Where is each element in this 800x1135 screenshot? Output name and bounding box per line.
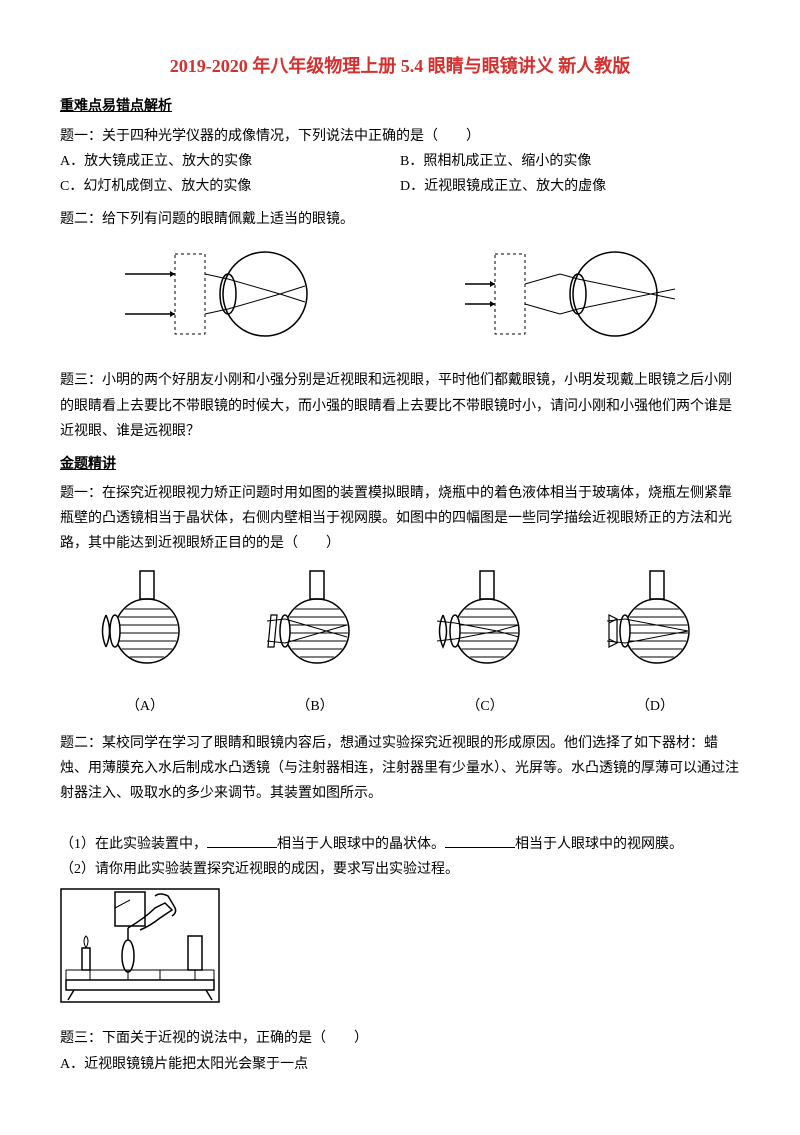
section1-header: 重难点易错点解析: [60, 94, 740, 119]
s2-q2-p1: （1）在此实验装置中， 相当于人眼球中的晶状体。 相当于人眼球中的视网膜。: [60, 832, 740, 857]
blank-1[interactable]: [207, 833, 277, 848]
eye-diagrams: [60, 244, 740, 344]
experiment-diagram: [60, 888, 220, 1003]
q1: 题一：关于四种光学仪器的成像情况，下列说法中正确的是（ ） A．放大镜成正立、放…: [60, 124, 740, 200]
flask-d-label: （D）: [595, 694, 715, 719]
q2-stem: 题二：给下列有问题的眼睛佩戴上适当的眼镜。: [60, 207, 740, 232]
flask-d-svg: [605, 569, 705, 679]
flask-a-svg: [95, 569, 195, 679]
eye-diagram-myopia: [120, 244, 340, 344]
flask-b-svg: [265, 569, 365, 679]
q1-optB: B．照相机成正立、缩小的实像: [400, 149, 740, 174]
flask-a: （A）: [85, 569, 205, 719]
q1-options: A．放大镜成正立、放大的实像 B．照相机成正立、缩小的实像 C．幻灯机成倒立、放…: [60, 149, 740, 199]
flask-c-label: （C）: [425, 694, 545, 719]
s2-q2-stem: 题二：某校同学在学习了眼睛和眼镜内容后，想通过实验探究近视眼的形成原因。他们选择…: [60, 731, 740, 807]
eye-diagram-hyperopia: [460, 244, 680, 344]
s2-q3-stem: 题三：下面关于近视的说法中，正确的是（ ）: [60, 1026, 740, 1051]
flask-b-label: （B）: [255, 694, 375, 719]
s2-q2-p1a: （1）在此实验装置中，: [60, 837, 207, 852]
s2-q3: 题三：下面关于近视的说法中，正确的是（ ） A．近视眼镜镜片能把太阳光会聚于一点: [60, 1026, 740, 1076]
flask-d: （D）: [595, 569, 715, 719]
q1-optD: D．近视眼镜成正立、放大的虚像: [400, 174, 740, 199]
q2: 题二：给下列有问题的眼睛佩戴上适当的眼镜。: [60, 207, 740, 344]
s2-q2: 题二：某校同学在学习了眼睛和眼镜内容后，想通过实验探究近视眼的形成原因。他们选择…: [60, 731, 740, 1018]
q3-stem: 题三：小明的两个好朋友小刚和小强分别是近视眼和远视眼，平时他们都戴眼镜，小明发现…: [60, 368, 740, 444]
s2-q2-p1c: 相当于人眼球中的视网膜。: [515, 837, 683, 852]
s2-q2-p2: （2）请你用此实验装置探究近视眼的成因，要求写出实验过程。: [60, 857, 740, 882]
s2-q3-optA: A．近视眼镜镜片能把太阳光会聚于一点: [60, 1052, 740, 1077]
blank-2[interactable]: [445, 833, 515, 848]
flask-c-svg: [435, 569, 535, 679]
q1-optC: C．幻灯机成倒立、放大的实像: [60, 174, 400, 199]
flask-diagrams: （A） （B）: [60, 569, 740, 719]
flask-b: （B）: [255, 569, 375, 719]
s2-q1-stem: 题一：在探究近视眼视力矫正问题时用如图的装置模拟眼睛，烧瓶中的着色液体相当于玻璃…: [60, 481, 740, 557]
page-title: 2019-2020 年八年级物理上册 5.4 眼睛与眼镜讲义 新人教版: [60, 50, 740, 82]
s2-q2-p1b: 相当于人眼球中的晶状体。: [277, 837, 445, 852]
flask-c: （C）: [425, 569, 545, 719]
flask-a-label: （A）: [85, 694, 205, 719]
q3: 题三：小明的两个好朋友小刚和小强分别是近视眼和远视眼，平时他们都戴眼镜，小明发现…: [60, 368, 740, 444]
q1-optA: A．放大镜成正立、放大的实像: [60, 149, 400, 174]
q1-stem: 题一：关于四种光学仪器的成像情况，下列说法中正确的是（ ）: [60, 124, 740, 149]
section2-header: 金题精讲: [60, 452, 740, 477]
s2-q1: 题一：在探究近视眼视力矫正问题时用如图的装置模拟眼睛，烧瓶中的着色液体相当于玻璃…: [60, 481, 740, 719]
